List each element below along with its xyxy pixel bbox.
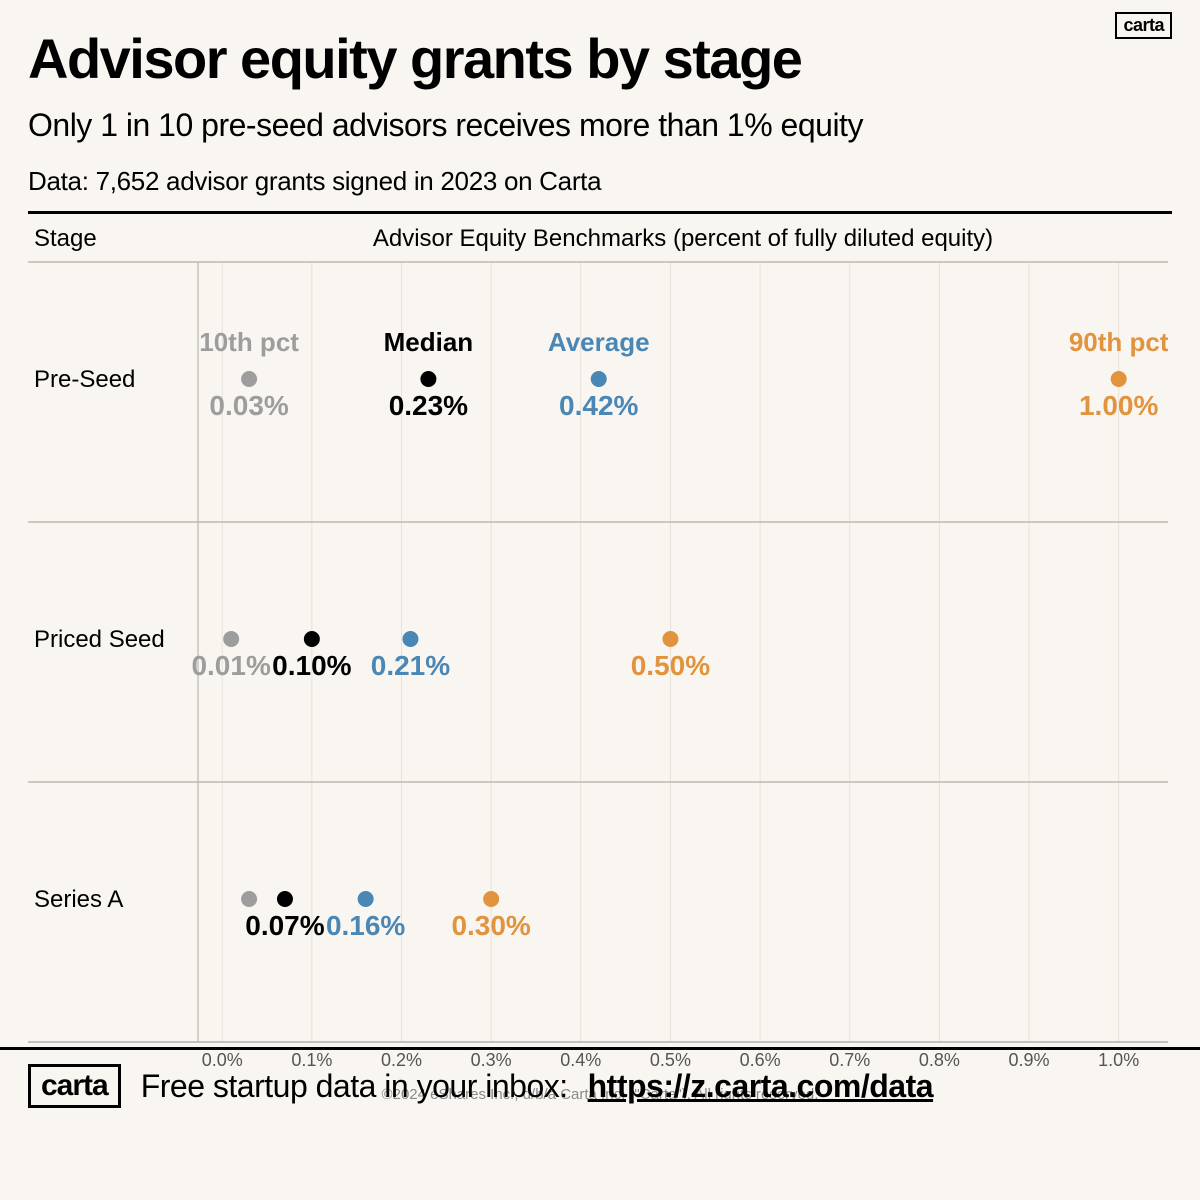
data-source-note: Data: 7,652 advisor grants signed in 202… <box>28 166 1172 197</box>
footer-link[interactable]: https://z.carta.com/data <box>588 1068 933 1105</box>
brand-logo-footer: carta <box>28 1064 121 1108</box>
data-value: 1.00% <box>1079 390 1158 421</box>
data-value: 0.30% <box>451 910 530 941</box>
page-title: Advisor equity grants by stage <box>28 30 1172 89</box>
data-value: 0.01% <box>191 650 270 681</box>
data-point <box>223 631 239 647</box>
data-point <box>304 631 320 647</box>
footer-cta-text: Free startup data in your inbox: <box>141 1068 568 1105</box>
chart-container: Stage Advisor Equity Benchmarks (percent … <box>28 211 1172 1082</box>
dotplot-chart: Stage Advisor Equity Benchmarks (percent … <box>28 214 1168 1082</box>
data-value: 0.03% <box>209 390 288 421</box>
data-value: 0.07% <box>245 910 324 941</box>
series-label: Median <box>384 327 474 357</box>
data-point <box>241 371 257 387</box>
data-point <box>662 631 678 647</box>
data-value: 0.21% <box>371 650 450 681</box>
data-value: 0.50% <box>631 650 710 681</box>
col-header-metric: Advisor Equity Benchmarks (percent of fu… <box>373 225 993 252</box>
data-value: 0.42% <box>559 390 638 421</box>
series-label: 10th pct <box>199 327 299 357</box>
data-point <box>402 631 418 647</box>
row-label: Pre-Seed <box>34 366 135 393</box>
data-value: 0.16% <box>326 910 405 941</box>
data-point <box>420 371 436 387</box>
brand-logo-top: carta <box>1115 12 1172 39</box>
page-subtitle: Only 1 in 10 pre-seed advisors receives … <box>28 107 1172 144</box>
data-point <box>1111 371 1127 387</box>
series-label: 90th pct <box>1069 327 1168 357</box>
data-point <box>277 891 293 907</box>
data-point <box>591 371 607 387</box>
data-point <box>358 891 374 907</box>
footer-bar: carta Free startup data in your inbox: h… <box>0 1047 1200 1108</box>
data-value: 0.23% <box>389 390 468 421</box>
data-value: 0.10% <box>272 650 351 681</box>
col-header-stage: Stage <box>34 225 97 252</box>
row-label: Priced Seed <box>34 626 165 653</box>
data-point <box>483 891 499 907</box>
row-label: Series A <box>34 886 123 913</box>
series-label: Average <box>548 327 650 357</box>
data-point <box>241 891 257 907</box>
